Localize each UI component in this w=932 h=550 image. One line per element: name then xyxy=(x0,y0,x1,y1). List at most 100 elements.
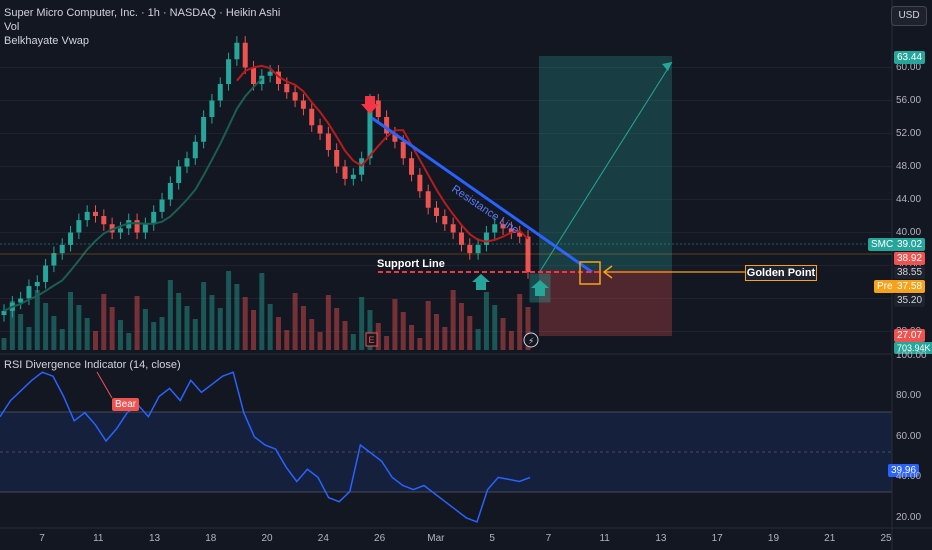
candle-body xyxy=(92,211,98,216)
sell-signal-icon xyxy=(361,96,379,114)
volume-bar xyxy=(508,331,514,350)
candle-body xyxy=(134,220,140,233)
volume-bar xyxy=(434,314,440,350)
candle-body xyxy=(375,100,381,117)
candles xyxy=(1,36,531,322)
volume-bar xyxy=(251,310,257,350)
candle-body xyxy=(334,150,340,167)
candle-body xyxy=(167,183,173,200)
volume-bar xyxy=(450,290,456,350)
volume-bar xyxy=(59,329,65,350)
volume-bar xyxy=(309,319,315,350)
candle-body xyxy=(251,67,257,84)
volume-bar xyxy=(467,316,473,350)
stop-price-tag: 27.07 xyxy=(894,329,926,342)
candle-body xyxy=(309,108,315,126)
volume-bar xyxy=(517,294,523,350)
rsi-tick-label: 100.00 xyxy=(896,350,927,361)
volume-bar xyxy=(84,318,90,350)
volume-bar xyxy=(334,308,340,350)
volume-bar xyxy=(400,312,406,350)
support-label: Support Line xyxy=(377,258,445,270)
volume-bar xyxy=(242,297,248,350)
time-tick-label: 24 xyxy=(317,533,329,544)
candle-body xyxy=(18,298,24,303)
volume-bar xyxy=(192,319,198,350)
candle-body xyxy=(508,228,514,233)
candle-body xyxy=(434,207,440,216)
candle-body xyxy=(159,199,165,212)
candle-body xyxy=(117,228,123,233)
time-tick-label: 7 xyxy=(545,533,552,544)
candle-body xyxy=(209,100,215,117)
volume-bar xyxy=(425,301,431,350)
volume-bar xyxy=(300,306,306,350)
golden-point-label[interactable]: Golden Point xyxy=(745,265,817,281)
chart-legend: Super Micro Computer, Inc. · 1h · NASDAQ… xyxy=(4,6,280,48)
volume-bar xyxy=(109,307,115,350)
volume-bar xyxy=(367,310,373,350)
volume-bar xyxy=(9,301,15,350)
time-tick-label: 19 xyxy=(767,533,780,544)
volume-bar xyxy=(525,307,531,350)
flash-icon[interactable] xyxy=(523,332,539,348)
rsi-value-tag: 39.96 xyxy=(888,464,920,477)
candle-body xyxy=(26,286,32,299)
volume-bar xyxy=(275,317,281,350)
profit-zone xyxy=(539,56,672,270)
candle-body xyxy=(184,158,190,167)
target-price-tag: 63.44 xyxy=(894,51,926,64)
volume-bar xyxy=(292,293,298,350)
legend-volume[interactable]: Vol xyxy=(4,21,20,33)
price-tick-label: 60.00 xyxy=(896,61,922,73)
candle-body xyxy=(34,282,40,287)
candle-body xyxy=(284,84,290,93)
volume-bar xyxy=(184,306,190,350)
candle-body xyxy=(342,166,348,179)
candle-body xyxy=(234,42,240,60)
bear-label: Bear xyxy=(112,398,140,411)
time-tick-label: 11 xyxy=(93,533,104,544)
volume-bar xyxy=(68,292,74,350)
candle-body xyxy=(392,133,398,142)
level2-tag: 38.55 xyxy=(894,266,926,279)
buy-signal-icon-2 xyxy=(531,280,549,296)
candle-body xyxy=(450,224,456,233)
candle-body xyxy=(192,141,198,159)
candle-body xyxy=(1,310,7,315)
level3-tag: 35.20 xyxy=(894,294,926,307)
volume-bar xyxy=(409,325,415,350)
candle-body xyxy=(275,71,281,84)
candle-body xyxy=(59,244,65,254)
candle-body xyxy=(201,117,207,142)
volume-bar xyxy=(209,295,215,350)
candle-body xyxy=(68,232,74,245)
candle-body xyxy=(226,59,232,84)
volume-bar xyxy=(259,273,265,350)
currency-button[interactable]: USD xyxy=(891,6,927,26)
vwap-fast-line xyxy=(236,64,529,243)
volume-bar xyxy=(483,292,489,350)
legend-title[interactable]: Super Micro Computer, Inc. · 1h · NASDAQ… xyxy=(4,7,281,19)
rsi-tick-label: 60.00 xyxy=(896,430,922,442)
volume-bar xyxy=(359,297,365,350)
time-tick-label: 7 xyxy=(39,533,45,544)
candle-body xyxy=(101,216,107,225)
volume-tag: 703.94K xyxy=(894,342,932,354)
golden-point-marker[interactable] xyxy=(579,261,601,285)
volume-bar xyxy=(442,327,448,350)
price-tick-label: 52.00 xyxy=(896,127,922,139)
legend-vwap[interactable]: Belkhayate Vwap xyxy=(4,35,89,47)
rsi-title[interactable]: RSI Divergence Indicator (14, close) xyxy=(4,359,181,371)
candle-body xyxy=(317,125,323,134)
time-tick-label: 26 xyxy=(374,533,386,544)
time-tick-label: Mar xyxy=(427,533,445,544)
volume-bar xyxy=(18,314,24,350)
resistance-line[interactable] xyxy=(371,116,593,274)
earnings-icon[interactable] xyxy=(365,332,378,347)
volume-bar xyxy=(417,338,423,350)
volume-bar xyxy=(226,271,232,350)
volume-bar xyxy=(159,317,165,350)
candle-body xyxy=(475,244,481,254)
